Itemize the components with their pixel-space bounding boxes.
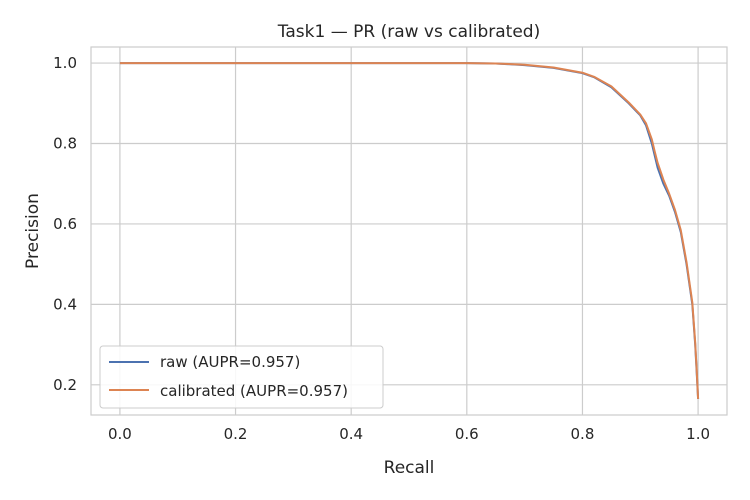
y-tick-label: 0.8 (53, 135, 77, 153)
tick-labels: 0.0 0.2 0.4 0.6 0.8 1.0 0.2 0.4 0.6 0.8 1.0 (53, 54, 710, 443)
y-tick-label: 0.4 (53, 295, 77, 313)
x-tick-label: 0.6 (455, 425, 479, 443)
legend-label-raw: raw (AUPR=0.957) (160, 353, 300, 371)
x-tick-label: 0.4 (339, 425, 363, 443)
legend: raw (AUPR=0.957) calibrated (AUPR=0.957) (99, 345, 384, 409)
x-tick-label: 0.0 (108, 425, 132, 443)
series-lines (119, 62, 700, 399)
legend-box (99, 345, 384, 409)
y-tick-label: 0.2 (53, 376, 77, 394)
chart-title: Task1 — PR (raw vs calibrated) (277, 22, 540, 42)
x-tick-label: 0.8 (571, 425, 595, 443)
x-axis-label: Recall (384, 458, 435, 478)
x-tick-label: 1.0 (686, 425, 710, 443)
legend-label-calibrated: calibrated (AUPR=0.957) (160, 382, 348, 400)
y-axis-label: Precision (23, 193, 43, 269)
x-tick-label: 0.2 (224, 425, 248, 443)
y-tick-label: 1.0 (53, 54, 77, 72)
y-tick-label: 0.6 (53, 215, 77, 233)
series-line-calibrated (119, 62, 700, 399)
